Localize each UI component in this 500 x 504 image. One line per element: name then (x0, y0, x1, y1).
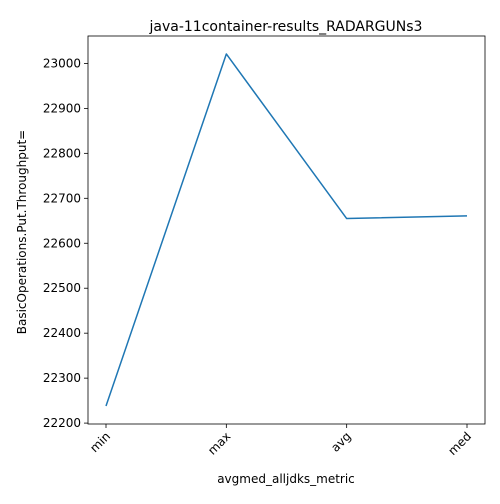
y-tick-label: 22700 (43, 191, 81, 205)
y-tick-label: 22200 (43, 416, 81, 430)
x-axis-label: avgmed_alljdks_metric (217, 472, 355, 486)
y-tick-label: 22900 (43, 101, 81, 115)
chart-title: java-11container-results_RADARGUNs3 (149, 19, 423, 35)
y-tick-label: 22600 (43, 236, 81, 250)
y-axis-ticks: 22200 22300 22400 22500 22600 22700 22800 22900… (43, 56, 88, 430)
y-axis-label: BasicOperations.Put.Throughput= (15, 130, 29, 334)
plot-frame (87, 35, 486, 425)
y-tick-label: 22400 (43, 326, 81, 340)
y-tick-label: 22300 (43, 371, 81, 385)
series-line-0 (105, 53, 468, 407)
y-tick-label: 22800 (43, 146, 81, 160)
y-tick-label: 23000 (43, 56, 81, 70)
y-tick-label: 22500 (43, 281, 81, 295)
series-layer (105, 53, 468, 407)
